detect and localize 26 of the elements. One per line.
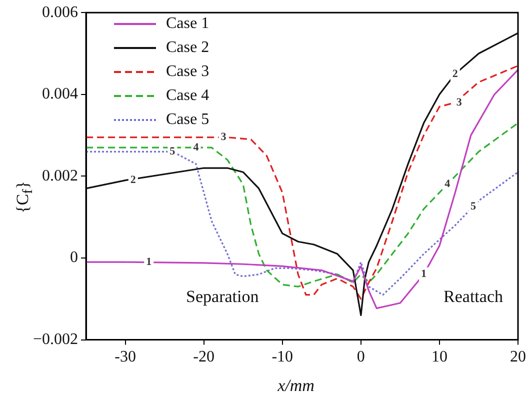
y-tick-label: 0.002: [42, 167, 78, 184]
legend-label: Case 1: [166, 15, 210, 33]
x-tick-label: 10: [431, 348, 448, 366]
y-tick-label: 0: [70, 249, 78, 266]
legend-label: Case 3: [166, 63, 210, 81]
annotation: 3: [456, 96, 462, 108]
annotation: 4: [193, 141, 200, 154]
x-tick-label: 0: [356, 348, 365, 366]
annotation: 2: [130, 174, 136, 186]
x-tick-label: -10: [272, 348, 294, 366]
legend-label: Case 2: [166, 39, 210, 57]
x-tick-label: -30: [114, 348, 136, 366]
annotation: 1: [146, 256, 152, 268]
annotation: 5: [470, 200, 476, 213]
x-axis-title: x/mm: [276, 376, 316, 396]
x-tick-label: -20: [193, 348, 214, 366]
annotation: 3: [220, 131, 227, 144]
legend-label: Case 4: [166, 87, 210, 105]
y-tick-label: 0.004: [42, 86, 78, 103]
x-tick-label: 20: [510, 348, 526, 366]
annotation: Separation: [186, 286, 260, 306]
annotation: 4: [444, 178, 451, 190]
y-tick-label: −0.002: [32, 331, 78, 348]
y-tick-label: 0.006: [42, 4, 78, 21]
legend-label: Case 5: [166, 111, 210, 129]
annotation: Reattach: [444, 286, 504, 306]
